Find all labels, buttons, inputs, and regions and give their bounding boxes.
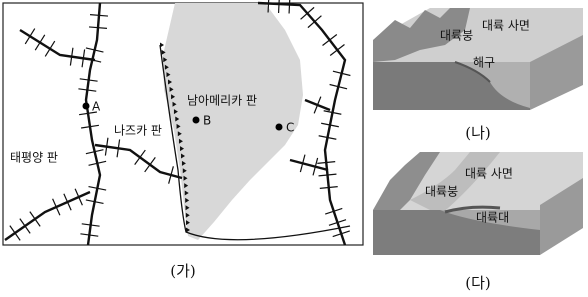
point-label: C [286,121,294,135]
diagram-label: 대륙붕 [425,185,458,199]
caption: (나) [465,124,491,142]
diagram-label: 해구 [473,56,495,70]
point-a [83,103,90,110]
point-b [193,117,200,124]
point-label: A [92,100,101,114]
caption: (다) [465,274,491,292]
point-label: B [203,114,211,128]
diagram-label: 대륙붕 [440,29,473,43]
diagram-label: 대륙 사면 [465,167,513,181]
block-diagram-b: 대륙 사면 대륙붕 해구 (나) [373,8,583,142]
caption: (가) [170,262,196,280]
plate-label: 나즈카 판 [114,124,162,138]
figure: A B C 남아메리카 판 나즈카 판 태평양 판 (가) 대륙 사면 대륙붕 … [0,0,588,297]
point-c [276,124,283,131]
diagram-label: 대륙 사면 [482,19,530,33]
plate-label: 남아메리카 판 [187,94,257,108]
diagram-label: 대륙대 [476,211,509,225]
block-diagram-c: 대륙 사면 대륙붕 대륙대 (다) [373,152,583,292]
plate-label: 태평양 판 [10,151,58,165]
map-panel: A B C 남아메리카 판 나즈카 판 태평양 판 (가) [3,0,363,280]
